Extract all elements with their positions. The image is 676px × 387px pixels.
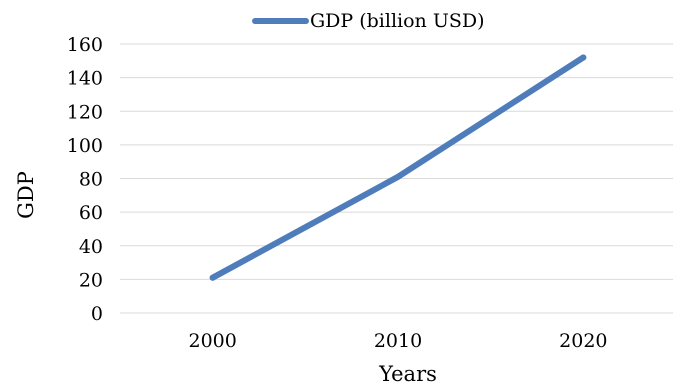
y-tick-label: 160 — [67, 34, 103, 56]
data-point — [580, 54, 587, 61]
x-axis-ticks: 2000 2010 2020 — [188, 330, 607, 352]
legend: GDP (billion USD) — [252, 10, 485, 32]
y-tick-label: 120 — [67, 101, 103, 123]
data-point — [209, 274, 216, 281]
y-tick-label: 60 — [79, 202, 103, 224]
series-line-gdp — [209, 54, 587, 281]
y-tick-label: 40 — [79, 236, 103, 258]
y-tick-label: 140 — [67, 68, 103, 90]
y-axis-label: GDP — [14, 171, 38, 219]
x-tick-label: 2000 — [188, 330, 236, 352]
legend-label-gdp: GDP (billion USD) — [310, 10, 485, 32]
y-axis-ticks: 0 20 40 60 80 100 120 140 160 — [67, 34, 103, 325]
y-tick-label: 100 — [67, 135, 103, 157]
series-lines — [209, 54, 587, 281]
x-tick-label: 2020 — [559, 330, 607, 352]
x-axis-label: Years — [378, 362, 437, 386]
y-tick-label: 80 — [79, 169, 103, 191]
y-tick-label: 20 — [79, 269, 103, 291]
data-point — [395, 173, 401, 180]
x-tick-label: 2010 — [374, 330, 422, 352]
y-tick-label: 0 — [91, 303, 103, 325]
